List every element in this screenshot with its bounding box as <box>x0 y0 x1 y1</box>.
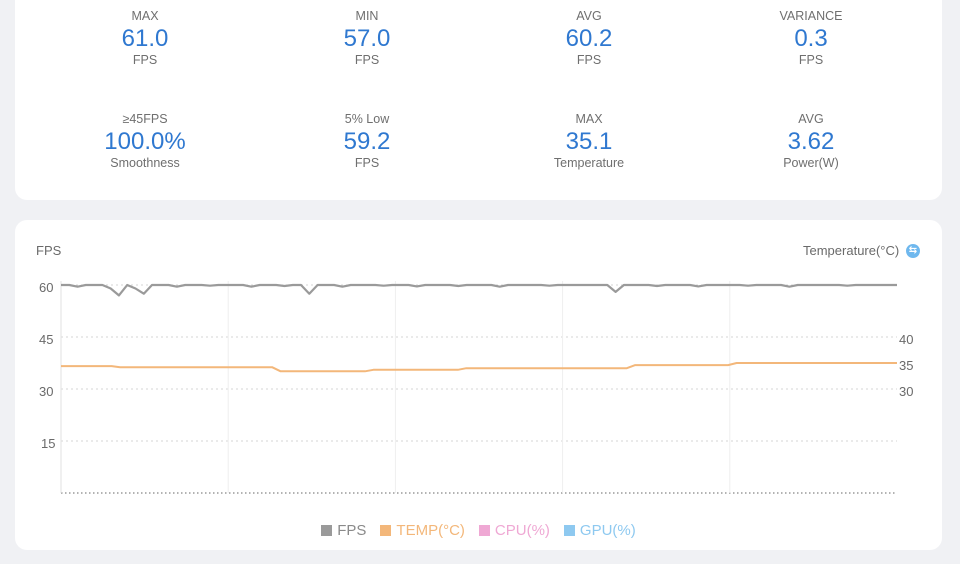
stat-unit: Temperature <box>553 156 625 170</box>
stat-5pct-low: 5% Low 59.2 FPS <box>256 112 478 170</box>
stat-unit: Power(W) <box>783 156 839 170</box>
stat-value: 61.0 <box>121 25 169 52</box>
right-tick: 30 <box>899 384 914 399</box>
chart-card: FPS Temperature(°C) ⇆ 60 45 30 15 40 35 … <box>15 220 942 550</box>
stat-label: AVG <box>576 9 602 23</box>
stat-avg-fps: AVG 60.2 FPS <box>478 9 700 67</box>
left-tick: 45 <box>39 332 54 347</box>
chart-legend: FPS TEMP(°C) CPU(%) GPU(%) <box>15 522 942 539</box>
legend-swatch <box>478 525 490 536</box>
stat-unit: FPS <box>354 53 380 67</box>
stat-label: MAX <box>575 112 603 126</box>
legend-swatch <box>563 525 575 536</box>
stat-label: MAX <box>131 9 159 23</box>
stat-max-fps: MAX 61.0 FPS <box>34 9 256 67</box>
stat-label: ≥45FPS <box>122 112 168 126</box>
legend-swatch <box>380 525 392 536</box>
left-axis-title: FPS <box>36 243 62 258</box>
stat-unit: Smoothness <box>110 156 180 170</box>
stat-label: 5% Low <box>344 112 390 126</box>
left-tick: 15 <box>41 436 56 451</box>
stat-value: 3.62 <box>787 128 835 155</box>
stat-avg-power: AVG 3.62 Power(W) <box>700 112 922 170</box>
stat-value: 35.1 <box>565 128 613 155</box>
stat-value: 100.0% <box>104 128 186 155</box>
fps-temperature-chart <box>60 281 897 494</box>
legend-label: GPU(%) <box>579 522 636 539</box>
legend-item-temp[interactable]: TEMP(°C) <box>380 522 465 539</box>
swap-icon[interactable]: ⇆ <box>906 244 920 258</box>
legend-swatch <box>321 525 333 536</box>
stat-label: VARIANCE <box>779 9 843 23</box>
stat-max-temperature: MAX 35.1 Temperature <box>478 112 700 170</box>
right-tick: 35 <box>899 358 914 373</box>
stat-unit: FPS <box>576 53 602 67</box>
fps-series-line <box>61 283 897 297</box>
stat-variance: VARIANCE 0.3 FPS <box>700 9 922 67</box>
stat-unit: FPS <box>354 156 380 170</box>
right-tick: 40 <box>899 332 914 347</box>
stat-min-fps: MIN 57.0 FPS <box>256 9 478 67</box>
legend-label: CPU(%) <box>494 522 550 539</box>
stat-value: 57.0 <box>343 25 391 52</box>
legend-label: FPS <box>337 522 367 539</box>
stat-value: 59.2 <box>343 128 391 155</box>
stat-smoothness: ≥45FPS 100.0% Smoothness <box>34 112 256 170</box>
legend-item-gpu[interactable]: GPU(%) <box>563 522 636 539</box>
left-tick: 30 <box>39 384 54 399</box>
stat-value: 0.3 <box>794 25 828 52</box>
stat-value: 60.2 <box>565 25 613 52</box>
legend-item-fps[interactable]: FPS <box>321 522 366 539</box>
right-axis-title: Temperature(°C) <box>803 243 900 258</box>
temp-series-line <box>61 362 897 373</box>
left-tick: 60 <box>39 280 54 295</box>
legend-label: TEMP(°C) <box>396 522 465 539</box>
stat-unit: FPS <box>132 53 158 67</box>
stat-label: MIN <box>355 9 379 23</box>
stats-card: MAX 61.0 FPS MIN 57.0 FPS AVG 60.2 FPS V… <box>15 0 942 200</box>
legend-item-cpu[interactable]: CPU(%) <box>478 522 550 539</box>
stat-label: AVG <box>798 112 824 126</box>
stat-unit: FPS <box>798 53 824 67</box>
